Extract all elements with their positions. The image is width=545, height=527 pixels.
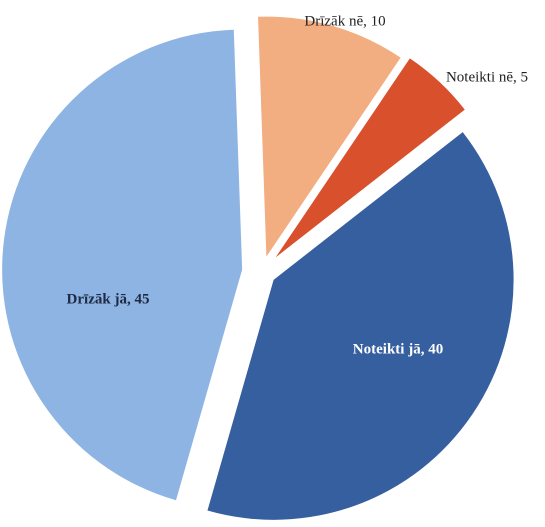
slice-label: Noteikti nē, 5 <box>446 69 528 85</box>
slice-label: Drīzāk jā, 45 <box>67 291 150 307</box>
pie-slice <box>258 16 401 257</box>
pie-slice <box>2 29 243 501</box>
slice-label: Drīzāk nē, 10 <box>304 13 385 29</box>
pie-slice <box>207 132 514 520</box>
pie-slice <box>275 58 465 258</box>
slice-label: Noteikti jā, 40 <box>353 341 443 357</box>
